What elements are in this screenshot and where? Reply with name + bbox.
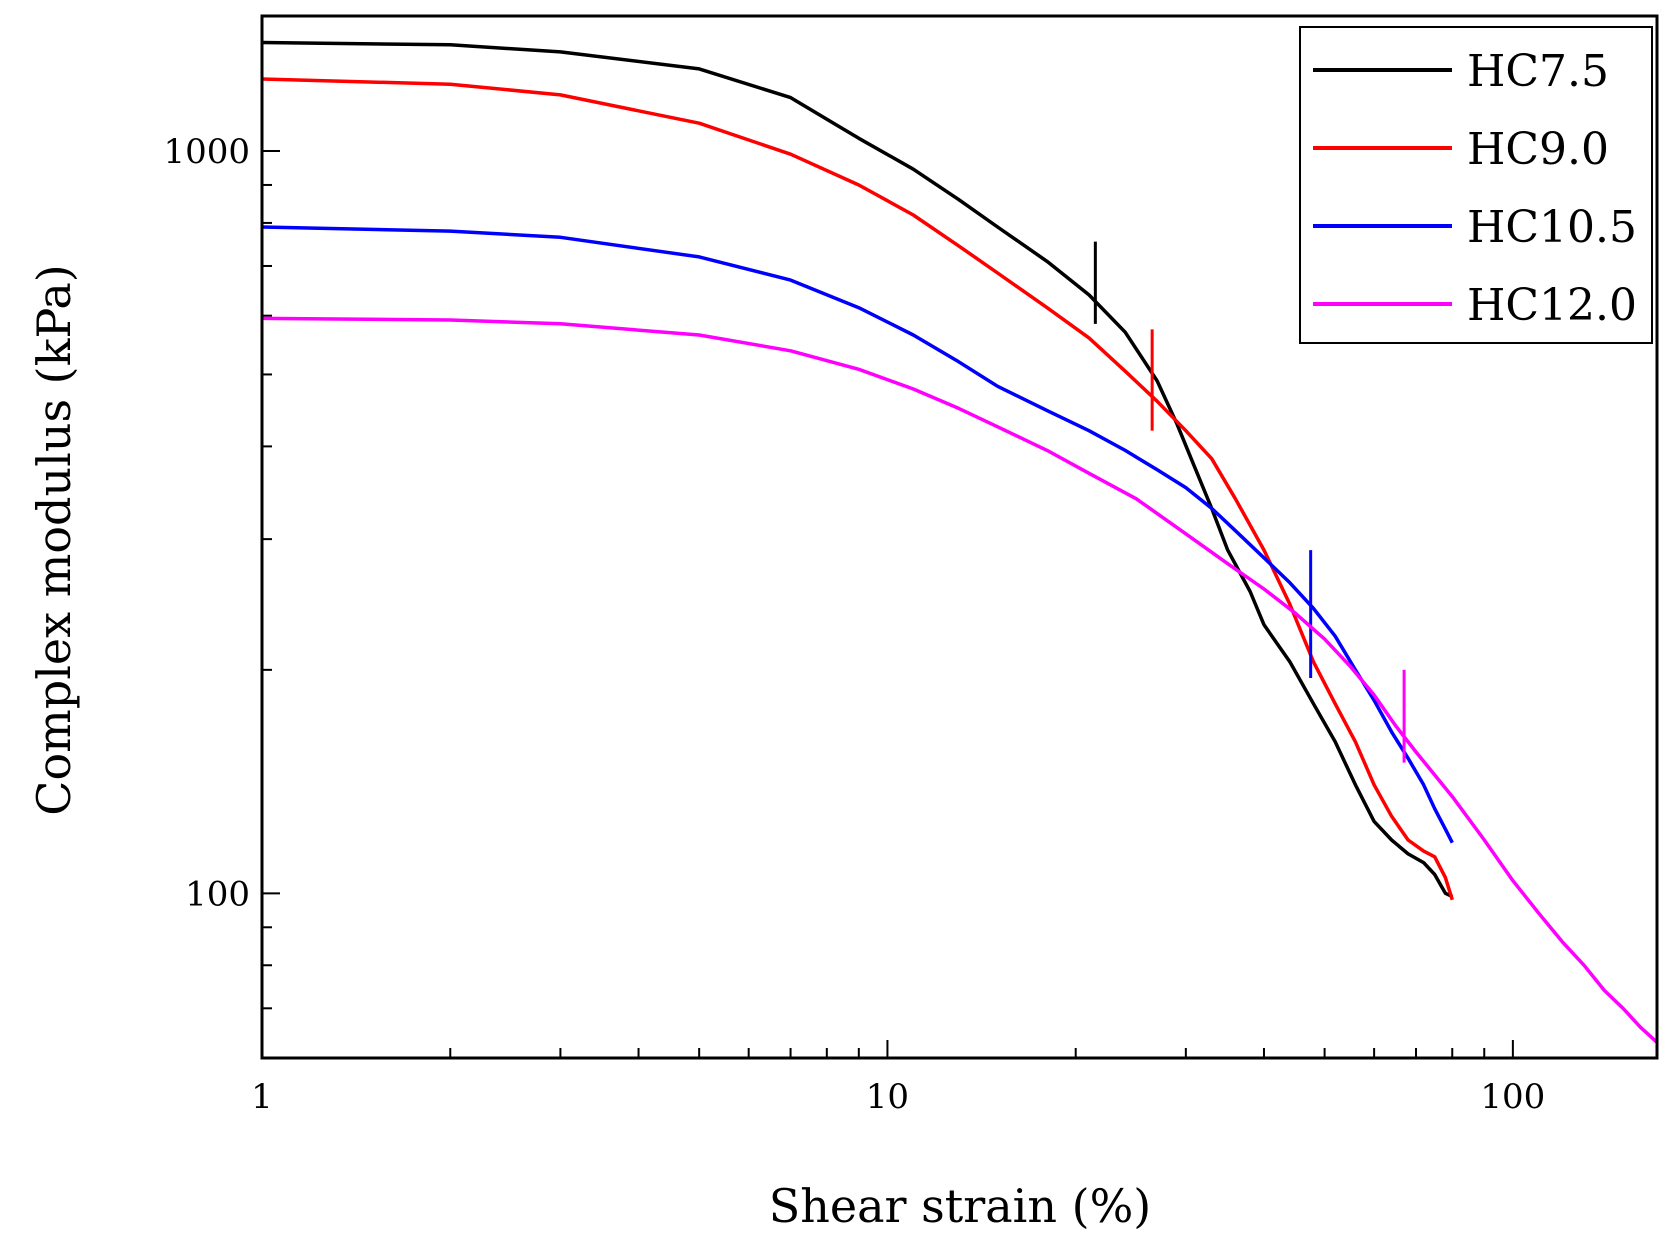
y-axis-title: Complex modulus (kPa) (27, 264, 81, 815)
series-line-hc9-0 (261, 77, 1454, 901)
legend-label-hc9-0: HC9.0 (1467, 124, 1609, 175)
series-line-hc7-5 (261, 40, 1454, 899)
y-tick-label: 1000 (163, 132, 250, 172)
x-axis-title: Shear strain (%) (769, 1179, 1151, 1233)
y-tick-label: 100 (185, 874, 250, 914)
series-lines (261, 40, 1659, 1044)
series-line-hc10-5 (261, 225, 1454, 844)
legend-label-hc10-5: HC10.5 (1467, 202, 1637, 253)
x-tick-label: 1 (251, 1077, 273, 1117)
series-line-hc12-0 (261, 316, 1659, 1044)
x-tick-label: 10 (866, 1077, 909, 1117)
x-tick-label: 100 (1480, 1077, 1545, 1117)
tick-labels: 1 10 100 100 1000 (163, 132, 1545, 1117)
plot-frame (260, 14, 1659, 1060)
legend-box (1299, 26, 1653, 344)
legend-label-hc12-0: HC12.0 (1467, 280, 1637, 331)
legend-label-hc7-5: HC7.5 (1467, 46, 1609, 97)
legend: HC7.5 HC9.0 HC10.5 HC12.0 (1299, 26, 1653, 344)
